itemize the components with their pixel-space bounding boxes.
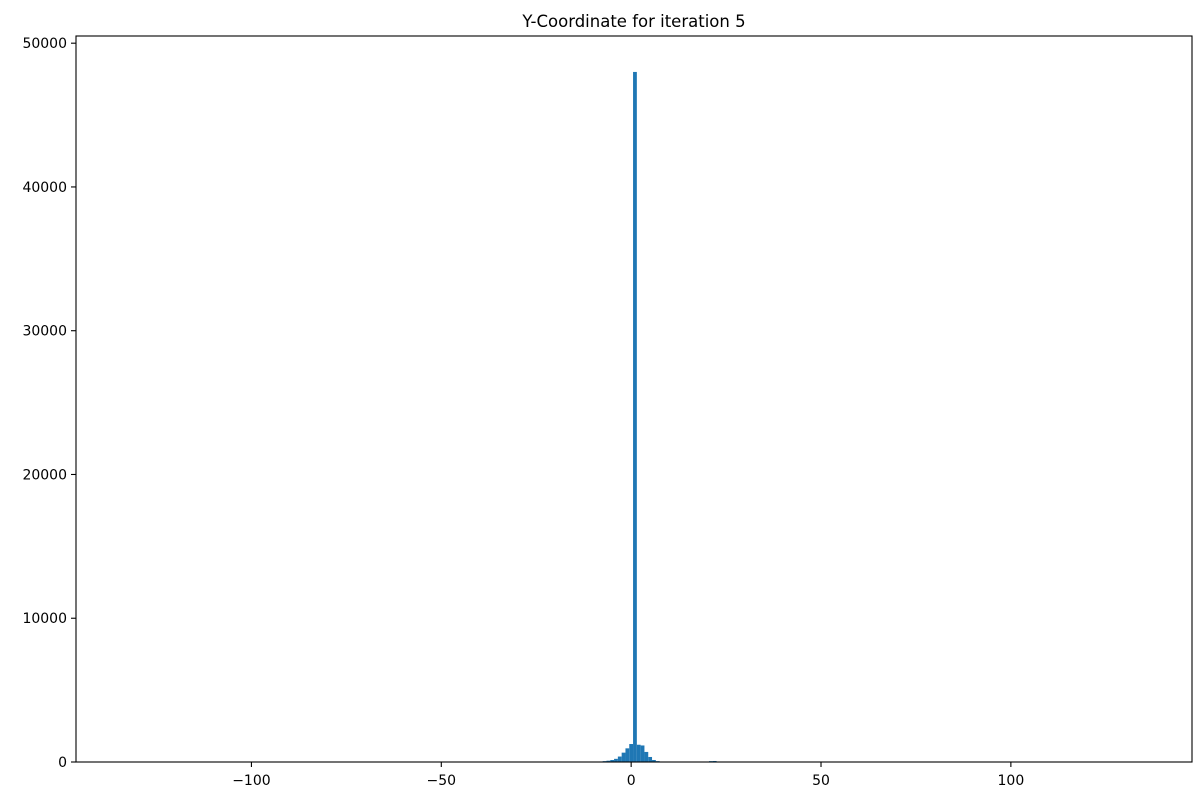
- y-tick-label: 40000: [22, 180, 67, 196]
- histogram-bar: [629, 744, 634, 762]
- histogram-bar: [606, 760, 611, 762]
- histogram-bar: [640, 745, 645, 762]
- plot-frame: [75, 35, 1193, 763]
- histogram-bar: [621, 752, 626, 762]
- histogram-bar: [617, 756, 622, 762]
- x-tick-label: 50: [812, 773, 830, 789]
- histogram-bar: [614, 758, 618, 762]
- x-axis: −100 −50 0 50 100: [232, 762, 1024, 789]
- y-tick-label: 10000: [22, 611, 67, 627]
- y-axis: 0 10000 20000 30000 40000 50000: [22, 36, 76, 771]
- x-tick-label: 0: [627, 773, 636, 789]
- histogram-bar: [610, 759, 615, 762]
- x-tick-label: −50: [427, 773, 457, 789]
- histogram-bar: [644, 751, 649, 762]
- chart-title: Y-Coordinate for iteration 5: [521, 12, 745, 31]
- x-tick-label: −100: [232, 773, 270, 789]
- histogram-bar: [648, 756, 653, 762]
- histogram-bar: [625, 748, 630, 762]
- x-tick-label: 100: [998, 773, 1025, 789]
- y-tick-label: 30000: [22, 324, 67, 340]
- y-tick-label: 20000: [22, 467, 67, 483]
- y-tick-label: 0: [58, 755, 67, 771]
- y-tick-label: 50000: [22, 36, 67, 52]
- histogram-bar: [636, 744, 641, 762]
- histogram-bar: [652, 759, 656, 762]
- histogram-bar: [633, 71, 637, 762]
